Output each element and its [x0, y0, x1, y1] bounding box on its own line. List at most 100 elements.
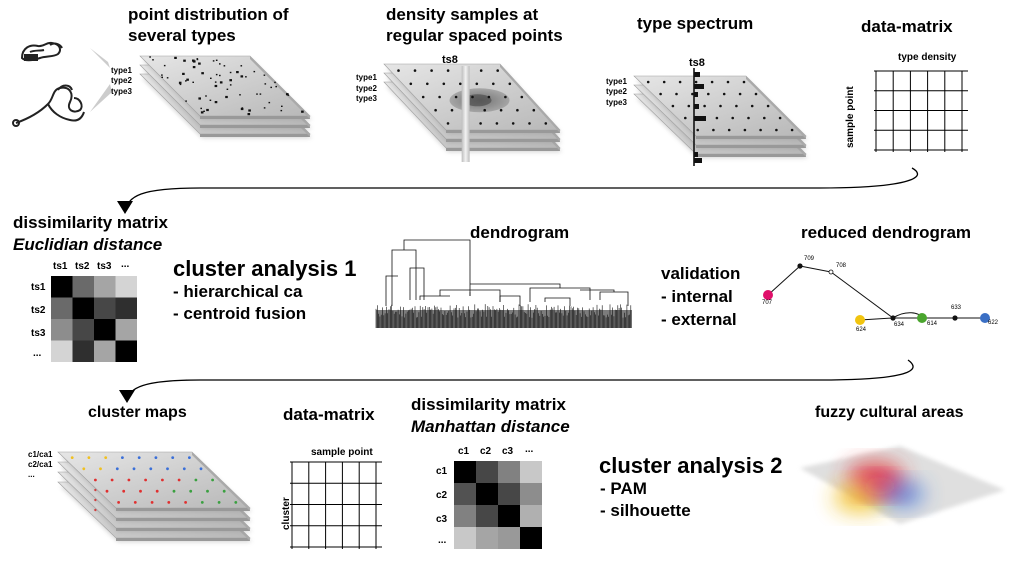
manhattan-cell — [476, 505, 498, 527]
cluster-point — [70, 456, 74, 459]
artifact-point — [229, 84, 232, 86]
artifact-point — [223, 65, 226, 67]
artifact-point — [263, 74, 266, 76]
step1-type3-label: type3 — [111, 87, 132, 96]
cluster-point — [115, 467, 119, 471]
manhattan-cell — [498, 483, 520, 505]
euclid-cell — [94, 319, 116, 341]
step1-title-line1: point distribution of — [128, 5, 289, 24]
artifact-point — [253, 70, 256, 73]
sample-point — [516, 108, 519, 112]
cluster-point — [137, 456, 141, 459]
step5-row-ts1: ts1 — [31, 282, 46, 293]
manhattan-cell — [498, 505, 520, 527]
artifact-point — [185, 80, 187, 82]
artifact-point — [240, 65, 243, 67]
artifact-point — [212, 60, 215, 62]
edge-634-624 — [859, 317, 894, 321]
euclid-cell — [51, 297, 73, 319]
euclid-cell — [51, 340, 73, 362]
node-label-634: 634 — [894, 322, 905, 328]
artifact-point — [219, 74, 221, 77]
cluster-point — [200, 501, 204, 504]
sample-point — [511, 122, 515, 125]
manhattan-cell — [454, 483, 476, 505]
sample-point — [743, 128, 747, 132]
artifact-point — [152, 59, 154, 61]
artifact-point — [219, 81, 223, 84]
cluster-point — [167, 501, 171, 504]
sample-point — [504, 95, 507, 99]
cluster-point — [94, 478, 97, 482]
cluster-plane-1-edge-side — [192, 452, 250, 511]
step12-row-c2: c2 — [436, 490, 448, 501]
step12-title-line2: Manhattan distance — [411, 417, 570, 436]
data-matrix-grid — [874, 70, 968, 152]
euclid-cell — [72, 340, 94, 362]
step10-layer-1: c1/ca1 — [28, 450, 53, 459]
node-label-624: 624 — [856, 327, 867, 333]
sample-point — [687, 104, 691, 108]
node-709 — [797, 263, 803, 269]
cluster-point — [161, 478, 164, 482]
flow-arrow-1 — [124, 167, 918, 213]
cluster-point — [154, 456, 158, 459]
step5-title-line2: Euclidian distance — [13, 235, 163, 254]
sample-point — [471, 95, 474, 99]
dendrogram-branch — [419, 295, 450, 300]
dendrogram-branch — [391, 249, 417, 306]
sample-pole — [461, 66, 470, 162]
sample-point — [738, 92, 742, 96]
sample-point — [496, 69, 500, 72]
step2-type3-label: type3 — [356, 94, 377, 103]
artifact-point — [163, 64, 166, 67]
sample-point — [520, 95, 524, 99]
artifact-point — [166, 77, 169, 79]
cluster-point — [177, 478, 181, 482]
step3-type3-label: type3 — [606, 98, 627, 107]
euclid-cell — [115, 319, 137, 341]
artifact-point — [264, 83, 267, 85]
flow-arrow-2 — [126, 359, 914, 401]
sample-point — [479, 69, 483, 72]
sample-point — [446, 69, 450, 72]
dendrogram-branch — [409, 267, 425, 300]
step8-title: validation — [661, 264, 741, 283]
step2-type1-label: type1 — [356, 73, 377, 82]
artifact-point — [287, 94, 290, 96]
artifact-point — [209, 99, 212, 101]
artifact-point — [179, 83, 182, 86]
artifact-point — [182, 72, 185, 75]
dendrogram-branch — [499, 295, 521, 306]
manhattan-cell — [454, 461, 476, 483]
cluster-point — [122, 489, 126, 493]
cluster-point — [189, 489, 193, 493]
cluster-point — [155, 489, 159, 493]
sample-point — [475, 82, 479, 86]
dissimilarity-matrix-euclidian — [51, 276, 137, 362]
cluster-point — [144, 478, 148, 482]
step5-col-more: ... — [121, 259, 130, 270]
spectrum-layer-plane-1-edge — [696, 136, 806, 139]
sample-point — [446, 122, 450, 125]
euclid-cell — [94, 276, 116, 298]
node-624 — [855, 315, 865, 325]
sample-point — [742, 80, 746, 84]
sample-point — [544, 122, 548, 125]
cluster-point — [110, 478, 114, 482]
euclid-cell — [72, 297, 94, 319]
sample-point — [703, 104, 706, 108]
artifact-point — [236, 71, 239, 74]
sample-point — [678, 80, 682, 84]
cluster-point — [184, 501, 188, 504]
sample-point — [479, 122, 482, 125]
node-633 — [952, 315, 958, 321]
cluster-point — [104, 456, 108, 459]
artifact-point — [240, 75, 244, 78]
callout-wedge — [90, 84, 112, 112]
sample-point — [454, 95, 458, 99]
layer-stack-density-samples — [383, 63, 562, 162]
euclid-cell — [94, 297, 116, 319]
cluster-point — [82, 467, 86, 471]
dendrogram-branch — [403, 239, 471, 296]
